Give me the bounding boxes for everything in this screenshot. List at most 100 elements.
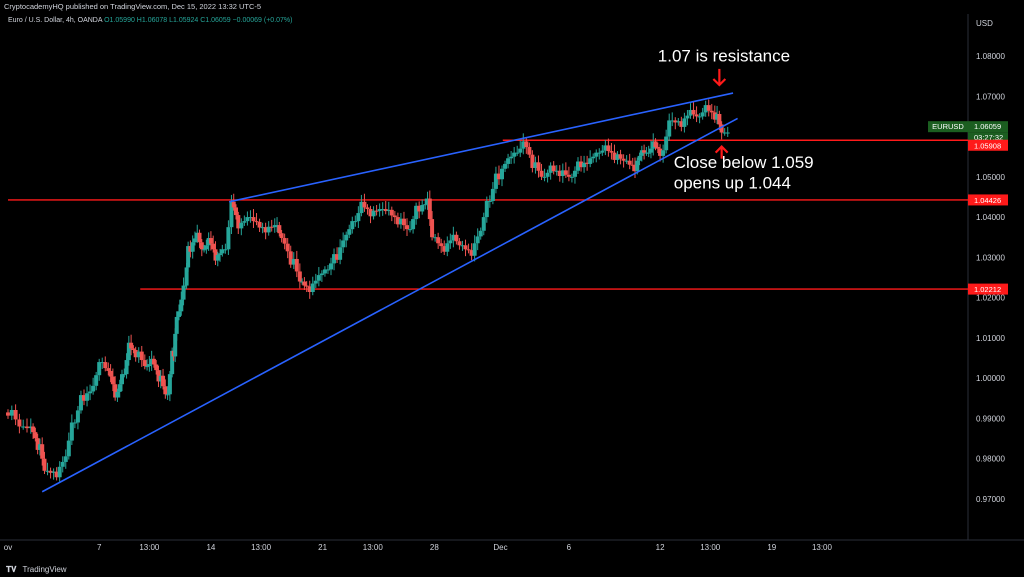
candle-body [275,225,280,227]
candle-body [356,213,361,222]
candle-body [706,105,711,111]
candle-body [679,121,684,127]
y-tick-label: 0.97000 [976,495,1005,504]
candle-body [717,113,722,125]
candle-body [131,348,136,350]
candle-body [521,141,526,149]
level-price-label-bg [968,283,1008,295]
symbol-name[interactable]: Euro / U.S. Dollar, 4h, OANDA [8,17,103,24]
candle-body [469,250,474,256]
x-tick-label: ov [4,543,12,552]
candle-body [691,109,696,115]
candle-body [560,170,565,177]
candle-body [463,245,468,250]
candle-body [91,385,96,392]
candle-body [338,247,343,260]
trendline [41,117,738,493]
candle-body [223,249,228,251]
candle-body [269,226,274,228]
y-tick-label: 1.07000 [976,92,1005,101]
candle-body [694,114,699,117]
candle-body [648,148,653,153]
candle-body [442,246,447,252]
currency-label: USD [976,19,993,28]
candle-body [405,225,409,230]
annotation-text: 1.07 is resistance [658,47,790,66]
candle-body [236,215,241,229]
level-price-label: 1.05908 [974,141,1001,150]
candle-body [329,263,333,270]
candle-body [603,145,608,151]
candle-body [202,249,207,251]
candle-body [139,351,144,361]
candle-body [518,148,523,153]
candle-body [398,218,403,225]
candle-body [545,172,550,177]
candle-body [433,237,438,239]
last-price-label: 1.06059 [974,122,1001,131]
candle-body [115,391,120,398]
candle-body [579,161,584,168]
candle-body [673,120,678,123]
candle-body [374,210,379,212]
candle-body [597,152,602,154]
candle-body [335,254,340,260]
annotation-text: opens up 1.044 [674,173,791,192]
level-price-label-bg [968,194,1008,206]
candle-body [213,249,218,261]
x-tick-label: 7 [97,543,102,552]
candle-body [436,237,441,244]
tradingview-logo-icon[interactable]: 𝐓𝐕 [6,565,17,574]
y-tick-label: 1.04000 [976,213,1005,222]
candle-body [272,225,277,228]
candle-body [325,269,330,271]
candle-body [600,150,605,153]
candle-body [129,342,134,349]
candle-body [682,118,687,127]
candle-body [126,342,131,361]
candle-body [380,209,385,211]
level-price-label: 1.02212 [974,285,1001,294]
x-tick-label: 6 [567,543,572,552]
candle-body [712,112,717,120]
candle-body [539,170,544,177]
candle-body [588,158,593,164]
candle-body [411,219,416,230]
candle-body [192,238,197,243]
candle-body [332,254,337,264]
candle-body [493,173,498,189]
candle-body [466,249,471,251]
candle-body [204,245,209,250]
candle-body [163,386,168,395]
candle-body [460,245,465,247]
candle-body [703,105,708,113]
candle-body [515,152,520,154]
candle-body [688,109,693,116]
candle-body [389,209,394,216]
candle-body [585,162,590,164]
candle-body [566,174,571,177]
symbol-info: Euro / U.S. Dollar, 4h, OANDA O1.05990 H… [8,17,292,24]
candle-body [279,233,284,239]
candle-body [242,221,247,223]
candle-body [646,152,651,154]
candle-body [184,267,189,286]
candle-body [344,234,349,241]
candle-body [167,374,172,395]
y-tick-label: 1.02000 [976,294,1005,303]
candle-body [147,364,152,367]
candle-body [430,219,435,238]
candle-body [500,168,504,180]
candle-body [174,316,179,334]
candle-body [40,444,45,459]
candle-body [208,238,213,244]
y-tick-label: 1.08000 [976,52,1005,61]
y-tick-label: 1.03000 [976,253,1005,262]
candle-body [103,362,108,369]
arrow-head-icon [712,78,727,87]
candle-body [66,440,71,457]
publisher-header: CryptocademyHQ published on TradingView.… [0,0,1024,14]
candle-body [512,152,517,157]
y-tick-label: 0.99000 [976,414,1005,423]
